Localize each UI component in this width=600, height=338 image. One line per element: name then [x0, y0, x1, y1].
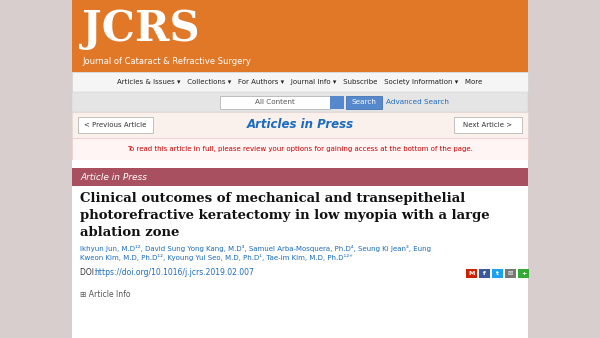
Text: ablation zone: ablation zone	[80, 226, 179, 239]
Text: < Previous Article: < Previous Article	[85, 122, 146, 128]
Text: Kweon Kim, M.D, Ph.D¹², Kyoung Yul Seo, M.D, Ph.D¹, Tae-im Kim, M.D, Ph.D¹²⁺: Kweon Kim, M.D, Ph.D¹², Kyoung Yul Seo, …	[80, 254, 353, 261]
Bar	[72, 160, 528, 338]
Bar	[492, 269, 503, 278]
Text: Advanced Search: Advanced Search	[386, 99, 449, 105]
Text: M: M	[469, 271, 475, 276]
Text: https://doi.org/10.1016/j.jcrs.2019.02.007: https://doi.org/10.1016/j.jcrs.2019.02.0…	[94, 268, 254, 277]
Bar	[78, 117, 153, 133]
Bar	[72, 72, 528, 92]
Bar	[346, 96, 382, 108]
Bar	[0, 0, 72, 338]
Text: t: t	[496, 271, 499, 276]
Text: Journal of Cataract & Refractive Surgery: Journal of Cataract & Refractive Surgery	[82, 57, 251, 66]
Text: All Content: All Content	[255, 99, 295, 105]
Bar	[72, 0, 528, 72]
Text: f: f	[483, 271, 486, 276]
Text: JCRS: JCRS	[82, 8, 200, 50]
Text: photorefractive keratectomy in low myopia with a large: photorefractive keratectomy in low myopi…	[80, 209, 490, 222]
Text: ✉: ✉	[508, 271, 513, 276]
Bar	[330, 96, 344, 108]
Bar	[72, 168, 528, 186]
Text: Next Article >: Next Article >	[463, 122, 512, 128]
Text: Article in Press: Article in Press	[80, 172, 147, 182]
Bar	[454, 117, 522, 133]
Bar	[72, 112, 528, 138]
Text: Search: Search	[352, 99, 376, 105]
Bar	[518, 269, 529, 278]
Text: ⊞ Article Info: ⊞ Article Info	[80, 290, 131, 299]
Text: Articles & Issues ▾   Collections ▾   For Authors ▾   Journal Info ▾   Subscribe: Articles & Issues ▾ Collections ▾ For Au…	[118, 79, 482, 85]
Bar	[528, 0, 600, 338]
Bar	[479, 269, 490, 278]
Text: Clinical outcomes of mechanical and transepithelial: Clinical outcomes of mechanical and tran…	[80, 192, 465, 205]
Text: DOI:: DOI:	[80, 268, 101, 277]
Bar	[220, 96, 330, 108]
Bar	[72, 138, 528, 160]
Text: Ikhyun Jun, M.D¹², David Sung Yong Kang, M.D³, Samuel Arba-Mosquera, Ph.D⁴, Seun: Ikhyun Jun, M.D¹², David Sung Yong Kang,…	[80, 245, 431, 252]
Bar	[505, 269, 516, 278]
Text: Articles in Press: Articles in Press	[247, 119, 353, 131]
Bar	[466, 269, 477, 278]
Text: To read this article in full, please review your options for gaining access at t: To read this article in full, please rev…	[127, 146, 473, 152]
Text: +: +	[521, 271, 526, 276]
Bar	[72, 92, 528, 112]
